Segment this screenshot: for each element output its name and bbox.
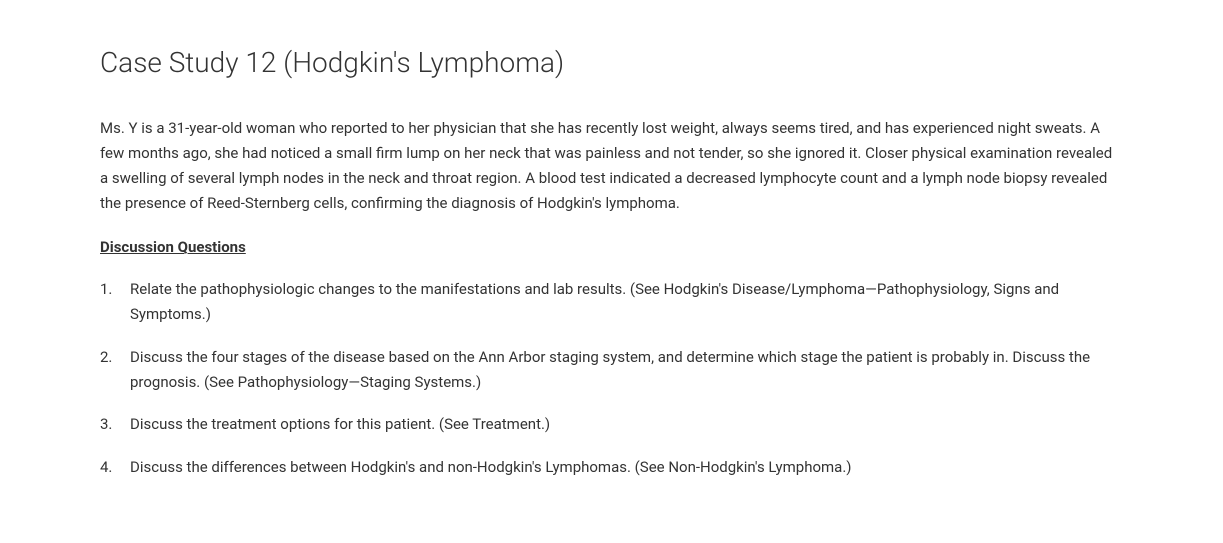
question-number: 3. xyxy=(100,412,130,437)
question-item: 4. Discuss the differences between Hodgk… xyxy=(100,455,1123,480)
question-number: 1. xyxy=(100,277,130,327)
question-text: Relate the pathophysiologic changes to t… xyxy=(130,277,1123,327)
question-text: Discuss the four stages of the disease b… xyxy=(130,345,1123,395)
discussion-heading: Discussion Questions xyxy=(100,235,1123,259)
question-text: Discuss the differences between Hodgkin'… xyxy=(130,455,1123,480)
question-item: 2. Discuss the four stages of the diseas… xyxy=(100,345,1123,395)
question-text: Discuss the treatment options for this p… xyxy=(130,412,1123,437)
question-item: 3. Discuss the treatment options for thi… xyxy=(100,412,1123,437)
question-item: 1. Relate the pathophysiologic changes t… xyxy=(100,277,1123,327)
question-number: 2. xyxy=(100,345,130,395)
case-description: Ms. Y is a 31-year-old woman who reporte… xyxy=(100,116,1123,215)
question-number: 4. xyxy=(100,455,130,480)
page-title: Case Study 12 (Hodgkin's Lymphoma) xyxy=(100,45,1123,81)
